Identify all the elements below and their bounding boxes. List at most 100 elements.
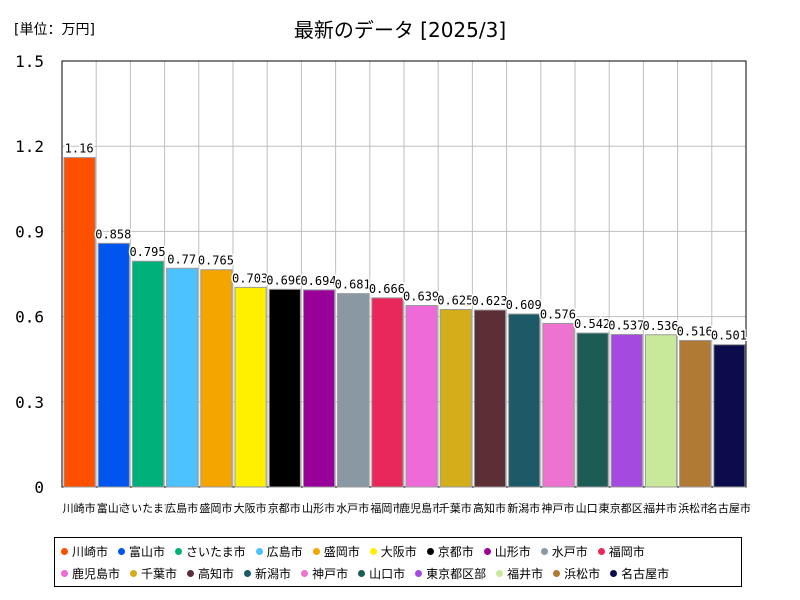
legend-marker xyxy=(61,547,68,555)
bar xyxy=(371,297,404,488)
bar xyxy=(542,322,575,488)
bar-value-label: 0.858 xyxy=(95,227,131,241)
legend-label: 高知市 xyxy=(198,566,235,581)
legend-label: 新潟市 xyxy=(255,566,292,581)
bar-value-label: 0.639 xyxy=(403,290,439,304)
x-tick-label: 富山市 xyxy=(97,501,130,515)
x-tick-label: 浜松市 xyxy=(678,501,711,515)
bar xyxy=(200,269,233,488)
bar-chart: 0 0.3 0.6 0.9 1.2 1.5 1.16 川崎市 0.858 富山市 0.795 さいたま… xyxy=(15,52,752,516)
bar-value-label: 0.536 xyxy=(642,319,678,333)
legend-label: 東京都区部 xyxy=(426,566,487,581)
legend-marker xyxy=(358,569,366,577)
y-tick-label: 0.3 xyxy=(15,393,44,412)
x-tick-label: 福岡市 xyxy=(370,501,403,515)
x-tick-label: 盛岡市 xyxy=(199,501,232,515)
legend-label: 浜松市 xyxy=(564,566,601,581)
legend-item: 浜松市 xyxy=(553,565,600,582)
unit-label: [単位：万円] xyxy=(14,22,95,38)
bar-value-label: 0.694 xyxy=(300,274,336,288)
x-tick-label: 京都市 xyxy=(268,501,301,515)
x-tick-label: 福井市 xyxy=(644,501,677,515)
legend-item: さいたま市 xyxy=(175,543,246,560)
bar xyxy=(268,288,301,488)
legend-item: 京都市 xyxy=(426,543,474,560)
bar-value-label: 1.16 xyxy=(65,142,94,156)
bar-value-label: 0.795 xyxy=(129,245,165,259)
bar-value-label: 0.681 xyxy=(335,278,371,292)
bar-value-label: 0.576 xyxy=(540,307,576,321)
legend-label: 広島市 xyxy=(266,544,303,559)
bar xyxy=(576,332,609,488)
legend-label: 福岡市 xyxy=(608,544,645,559)
legend-item: 新潟市 xyxy=(244,565,291,582)
legend-row: 鹿児島市 千葉市 高知市 新潟市 神戸市 山口市 東京都区部 福井市 浜松市 名古屋市 xyxy=(61,562,735,584)
legend-label: 山口市 xyxy=(369,566,406,581)
legend-item: 福岡市 xyxy=(597,543,645,560)
y-tick-label: 0.6 xyxy=(15,308,44,327)
x-tick-label: 鹿児島市 xyxy=(399,501,443,515)
legend-item: 盛岡市 xyxy=(312,543,360,560)
y-tick-label: 1.2 xyxy=(15,137,44,156)
bar-value-label: 0.609 xyxy=(506,298,542,312)
x-tick-label: 東京都区部 xyxy=(599,501,654,515)
bar-value-label: 0.666 xyxy=(369,282,405,296)
legend-marker xyxy=(61,569,68,577)
legend-label: 千葉市 xyxy=(141,566,178,581)
legend-label: 福井市 xyxy=(507,566,544,581)
legend-item: 広島市 xyxy=(255,543,303,560)
bar-value-label: 0.542 xyxy=(574,317,610,331)
legend-item: 川崎市 xyxy=(61,543,108,560)
legend-item: 大阪市 xyxy=(369,543,417,560)
x-tick-label: 山口市 xyxy=(576,501,609,515)
x-tick-label: 千葉市 xyxy=(439,501,472,515)
plot-frame xyxy=(61,60,747,488)
bar xyxy=(679,339,712,488)
y-tick-label: 0 xyxy=(34,478,44,497)
bar-value-label: 0.696 xyxy=(266,273,302,287)
bar xyxy=(63,157,96,488)
legend-marker xyxy=(244,569,252,577)
bar xyxy=(131,260,165,488)
legend-label: さいたま市 xyxy=(186,544,246,559)
bar-value-label: 0.77 xyxy=(167,252,196,266)
x-tick-label: 山形市 xyxy=(302,501,335,515)
bar-value-label: 0.623 xyxy=(471,294,507,308)
legend-marker xyxy=(426,547,434,555)
legend-marker xyxy=(369,547,377,555)
legend-marker xyxy=(553,569,561,577)
legend-item: 千葉市 xyxy=(130,565,177,582)
legend-item: 富山市 xyxy=(118,543,165,560)
legend-label: 山形市 xyxy=(494,544,531,559)
legend-marker xyxy=(187,569,195,577)
legend-marker xyxy=(255,547,263,555)
bar xyxy=(508,313,541,488)
legend-marker xyxy=(415,569,423,577)
legend-marker xyxy=(175,547,183,555)
chart-title: 最新のデータ [2025/3] xyxy=(293,18,507,42)
legend-item: 高知市 xyxy=(187,565,234,582)
legend-label: 富山市 xyxy=(129,544,166,559)
legend-item: 水戸市 xyxy=(540,543,588,560)
legend-label: 京都市 xyxy=(437,544,474,559)
legend-marker xyxy=(118,547,126,555)
legend-label: 水戸市 xyxy=(551,544,588,559)
bar xyxy=(337,293,370,488)
legend-label: 鹿児島市 xyxy=(72,566,121,581)
bar xyxy=(405,305,438,488)
legend-marker xyxy=(597,547,605,555)
bar xyxy=(234,286,267,488)
y-tick-label: 1.5 xyxy=(15,52,44,71)
x-tick-label: 大阪市 xyxy=(234,501,267,515)
legend-label: 名古屋市 xyxy=(621,566,670,581)
bar-value-label: 0.765 xyxy=(198,254,234,268)
bar xyxy=(644,334,678,488)
x-tick-label: 広島市 xyxy=(165,501,198,515)
legend-label: 大阪市 xyxy=(380,544,417,559)
legend-label: 盛岡市 xyxy=(323,544,360,559)
legend: 川崎市 富山市 さいたま市 広島市 盛岡市 大阪市 京都市 山形市 水戸市 福岡市鹿児島市 千葉市 高… xyxy=(54,537,742,587)
bar xyxy=(302,289,336,488)
legend-marker xyxy=(130,569,138,577)
legend-marker xyxy=(496,569,504,577)
bar xyxy=(166,267,199,488)
